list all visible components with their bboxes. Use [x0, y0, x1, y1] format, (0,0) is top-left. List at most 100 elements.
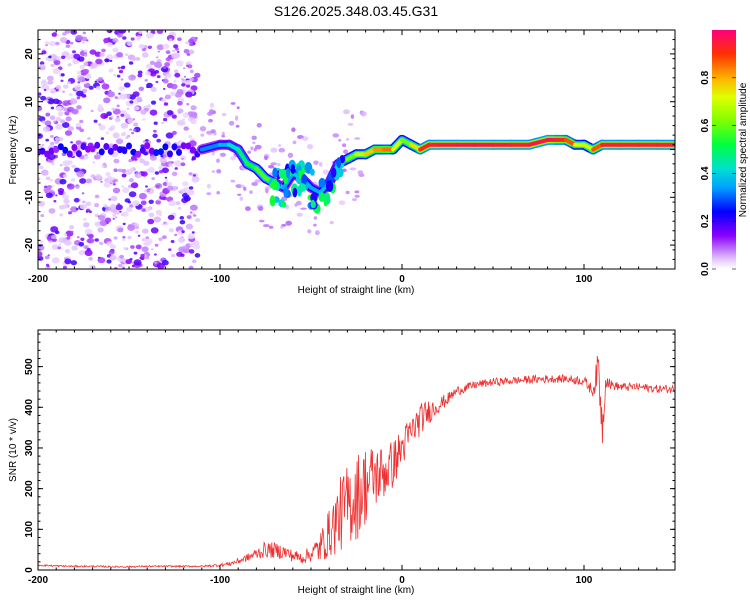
noise-blob: [131, 57, 137, 61]
noise-blob: [68, 126, 74, 131]
noise-blob: [168, 200, 177, 207]
bottom-y-axis-label: SNR (10 * v/v): [8, 418, 19, 482]
noise-blob: [116, 52, 123, 58]
bottom-x-tick-label: -200: [28, 575, 48, 586]
noise-blob: [121, 185, 125, 188]
noise-blob: [88, 85, 94, 90]
noise-blob: [116, 104, 120, 108]
noise-blob: [165, 57, 171, 62]
noise-blob: [354, 194, 360, 198]
noise-blob: [38, 133, 43, 139]
noise-blob: [110, 195, 118, 202]
noise-blob: [291, 127, 296, 132]
noise-blob: [44, 150, 51, 158]
noise-blob: [112, 47, 119, 53]
noise-blob: [96, 152, 99, 155]
noise-blob: [343, 149, 349, 154]
noise-blob: [108, 89, 112, 92]
noise-blob: [160, 154, 164, 158]
noise-blob: [70, 230, 74, 233]
noise-blob: [118, 30, 127, 34]
noise-blob: [50, 135, 54, 138]
top-x-tick-label: 100: [576, 274, 593, 285]
noise-blob: [43, 79, 46, 82]
noise-blob: [149, 155, 157, 161]
noise-blob: [51, 257, 60, 264]
noise-blob: [154, 61, 162, 68]
noise-blob: [38, 177, 41, 181]
noise-blob: [145, 256, 150, 260]
noise-blob: [186, 53, 191, 56]
noise-blob: [188, 38, 195, 44]
noise-blob: [148, 147, 155, 155]
noise-blob: [38, 116, 46, 122]
noise-blob: [64, 233, 68, 237]
noise-blob: [119, 210, 122, 213]
ridge-clump: [281, 201, 287, 208]
noise-blob: [138, 30, 143, 34]
noise-blob: [357, 170, 364, 176]
noise-blob: [161, 167, 169, 174]
colorbar-gradient: [712, 30, 736, 269]
noise-blob: [53, 200, 57, 203]
noise-blob: [189, 111, 198, 118]
noise-blob: [315, 230, 320, 236]
noise-blob: [139, 256, 143, 260]
noise-blob: [174, 160, 182, 167]
bottom-y-tick-label: 200: [24, 480, 35, 497]
noise-blob: [81, 36, 88, 42]
noise-blob: [97, 77, 104, 82]
noise-blob: [95, 58, 103, 65]
noise-blob: [190, 119, 197, 125]
noise-blob: [112, 213, 116, 217]
noise-blob: [121, 133, 125, 137]
noise-blob: [122, 211, 129, 217]
noise-blob: [106, 259, 112, 264]
ridge-clump: [336, 157, 342, 169]
noise-blob: [66, 150, 73, 158]
noise-blob: [131, 264, 135, 268]
noise-blob: [237, 193, 242, 196]
noise-blob: [250, 146, 254, 151]
noise-blob: [42, 126, 51, 133]
noise-blob: [114, 117, 121, 123]
noise-blob: [190, 204, 198, 211]
noise-blob: [230, 156, 237, 161]
noise-blob: [112, 143, 119, 151]
noise-blob: [75, 34, 83, 42]
noise-blob: [332, 133, 340, 138]
noise-blob: [136, 37, 140, 41]
noise-blob: [98, 215, 106, 221]
top-y-tick-label: -10: [24, 190, 35, 205]
noise-blob: [93, 154, 101, 160]
noise-blob: [135, 57, 141, 61]
noise-blob: [145, 139, 149, 142]
colorbar-tick-label: 0.0: [700, 262, 711, 276]
noise-blob: [306, 144, 314, 150]
colorbar-label: Normalized spectral amplitude: [738, 82, 749, 217]
bottom-plot-frame: [37, 329, 676, 571]
noise-blob: [83, 53, 88, 57]
noise-blob: [137, 70, 143, 75]
noise-blob: [58, 237, 67, 244]
noise-blob: [188, 135, 193, 139]
noise-blob: [64, 111, 70, 116]
noise-blob: [170, 240, 175, 243]
ridge-segment: [199, 142, 222, 152]
ridge-segment: [527, 137, 550, 147]
noise-blob: [39, 61, 45, 66]
noise-blob: [154, 261, 157, 264]
noise-blob: [66, 183, 75, 190]
noise-blob: [162, 235, 167, 240]
top-y-tick-label: -20: [24, 237, 35, 252]
noise-blob: [38, 92, 42, 96]
noise-blob: [254, 144, 262, 150]
noise-blob: [140, 109, 147, 115]
noise-blob: [102, 81, 105, 84]
noise-blob: [141, 238, 146, 242]
noise-blob: [219, 152, 226, 157]
noise-blob: [342, 143, 347, 147]
noise-blob: [76, 105, 82, 110]
noise-blob: [97, 106, 105, 113]
